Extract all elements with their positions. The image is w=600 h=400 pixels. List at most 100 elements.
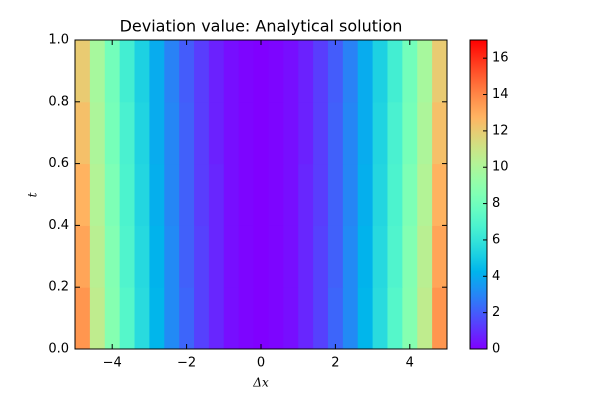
heatmap-cell <box>417 40 433 103</box>
heatmap-cell <box>75 40 91 103</box>
heatmap-cell <box>372 163 388 226</box>
heatmap-cell <box>238 163 255 226</box>
heatmap-cell <box>89 225 106 288</box>
chart-title: Deviation value: Analytical solution <box>120 17 403 36</box>
heatmap-cell <box>208 287 225 350</box>
heatmap-cell <box>89 287 106 350</box>
heatmap-cell <box>432 163 448 226</box>
heatmap-cell <box>342 101 359 165</box>
heatmap-cell <box>164 40 180 103</box>
heatmap-cell <box>387 101 403 165</box>
colorbar <box>469 39 488 350</box>
heatmap-cell <box>387 163 403 226</box>
colorbar-tick-label: 6 <box>492 232 500 247</box>
heatmap-cell <box>432 101 448 165</box>
heatmap-cell <box>223 163 240 226</box>
heatmap-cell <box>119 40 136 103</box>
heatmap-cell <box>194 163 210 226</box>
heatmap-cell <box>268 287 284 350</box>
heatmap-cell <box>402 225 418 288</box>
heatmap-cell <box>432 40 448 103</box>
heatmap-cell <box>268 40 284 103</box>
heatmap-cell <box>372 287 388 350</box>
heatmap-cell <box>342 163 359 226</box>
x-tick-label: −4 <box>103 356 122 371</box>
heatmap-cell <box>342 225 359 288</box>
heatmap-cell <box>194 101 210 165</box>
heatmap-cell <box>253 225 269 288</box>
heatmap-cell <box>357 101 374 165</box>
heatmap-cell <box>223 287 240 350</box>
heatmap-cell <box>313 287 329 350</box>
heatmap-cell <box>268 163 284 226</box>
y-tick-label: 1.0 <box>48 33 69 48</box>
heatmap-cell <box>179 101 195 165</box>
heatmap-cell <box>223 101 240 165</box>
heatmap-cell <box>119 225 136 288</box>
heatmap-cell <box>342 40 359 103</box>
heatmap-cell <box>164 101 180 165</box>
heatmap-cell <box>342 287 359 350</box>
heatmap-cell <box>238 40 255 103</box>
x-tick-label: 0 <box>257 356 265 371</box>
heatmap-cell <box>402 40 418 103</box>
heatmap-cell <box>417 101 433 165</box>
heatmap-cell <box>327 101 344 165</box>
heatmap-cell <box>194 225 210 288</box>
heatmap-cell <box>357 287 374 350</box>
heatmap-cell <box>134 287 150 350</box>
heatmap-cell <box>283 163 299 226</box>
heatmap-cell <box>208 163 225 226</box>
heatmap-cell <box>104 287 121 350</box>
heatmap-cell <box>149 40 165 103</box>
heatmap-cell <box>104 225 121 288</box>
y-tick-label: 0.2 <box>48 280 69 295</box>
x-tick-label: 4 <box>406 356 414 371</box>
heatmap-cell <box>327 163 344 226</box>
heatmap-cell <box>387 225 403 288</box>
heatmap-cell <box>208 40 225 103</box>
y-axis-label: t <box>26 192 40 197</box>
heatmap-cell <box>208 101 225 165</box>
heatmap-cell <box>134 40 150 103</box>
heatmap-cell <box>194 40 210 103</box>
heatmap-cell <box>134 225 150 288</box>
y-tick-label: 0.4 <box>48 218 69 233</box>
heatmap-cell <box>208 225 225 288</box>
heatmap-cell <box>253 163 269 226</box>
heatmap-cell <box>194 287 210 350</box>
heatmap-cell <box>223 40 240 103</box>
heatmap-cell <box>298 40 314 103</box>
heatmap-cell <box>149 225 165 288</box>
heatmap-cell <box>402 163 418 226</box>
y-tick-label: 0.0 <box>48 342 69 357</box>
heatmap-cell <box>119 101 136 165</box>
heatmap-cell <box>387 287 403 350</box>
heatmap-cell <box>417 287 433 350</box>
heatmap-cell <box>313 225 329 288</box>
colorbar-tick-label: 0 <box>492 342 500 357</box>
heatmap-cell <box>179 40 195 103</box>
heatmap-cell <box>298 101 314 165</box>
heatmap-cell <box>89 101 106 165</box>
heatmap-cell <box>253 40 269 103</box>
heatmap-cell <box>313 101 329 165</box>
heatmap-cell <box>372 40 388 103</box>
heatmap-cell <box>119 287 136 350</box>
heatmap-cell <box>179 163 195 226</box>
heatmap-cell <box>75 101 91 165</box>
colorbar-tick-label: 4 <box>492 269 500 284</box>
heatmap-cell <box>75 287 91 350</box>
heatmap-cell <box>223 225 240 288</box>
heatmap-cell <box>327 225 344 288</box>
heatmap-cell <box>372 101 388 165</box>
y-tick-label: 0.6 <box>48 156 69 171</box>
heatmap-cell <box>283 287 299 350</box>
heatmap-cell <box>164 163 180 226</box>
colorbar-tick-label: 8 <box>492 196 500 211</box>
heatmap-cell <box>402 287 418 350</box>
heatmap-cell <box>268 225 284 288</box>
heatmap-cell <box>89 40 106 103</box>
heatmap-cell <box>283 40 299 103</box>
heatmap-cell <box>432 287 448 350</box>
